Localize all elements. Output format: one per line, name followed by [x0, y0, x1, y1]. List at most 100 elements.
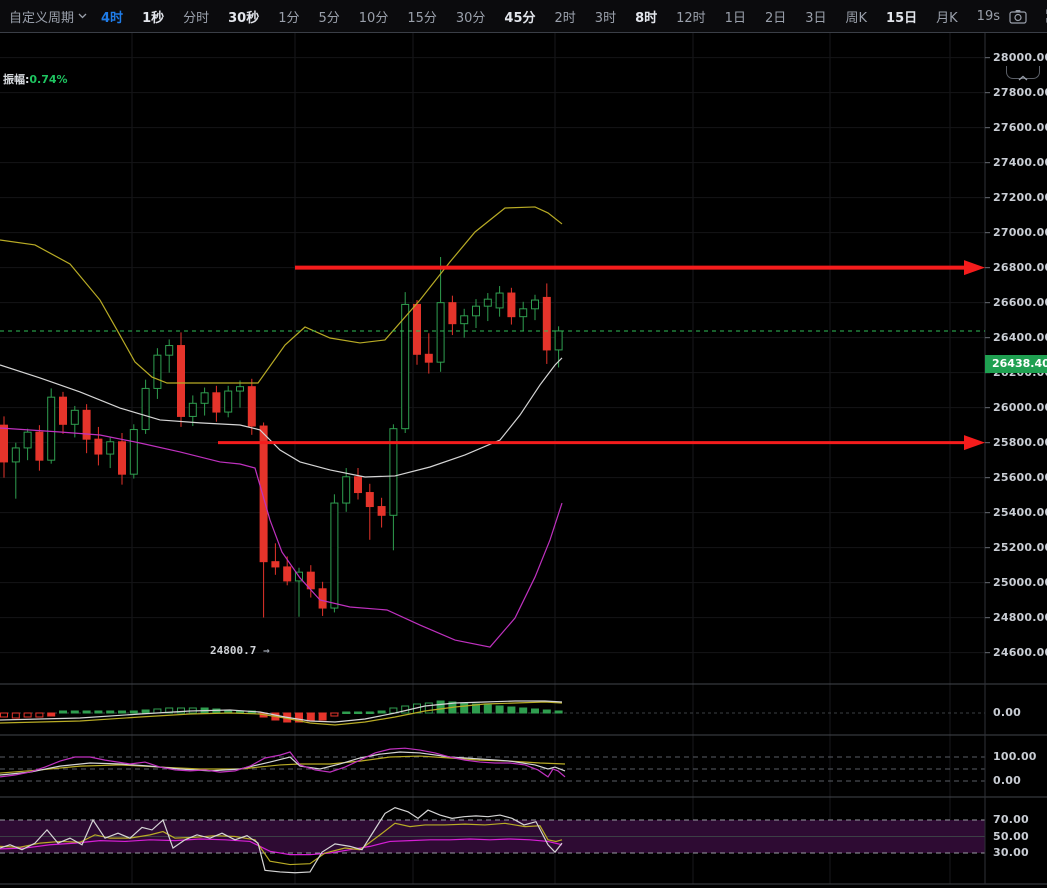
timeframe-item-30秒[interactable]: 30秒 [228, 10, 260, 26]
candle-body [365, 492, 374, 508]
candle-body [472, 305, 480, 317]
candle-body [11, 447, 20, 463]
histogram-bar [460, 702, 469, 714]
timeframe-item-8时[interactable]: 8时 [635, 10, 658, 26]
price-axis-label: 25600.00 [993, 470, 1047, 484]
price-axis-label: 26400.00 [993, 330, 1047, 344]
candle-body [483, 298, 492, 307]
timeframe-item-分时[interactable]: 分时 [183, 10, 210, 26]
candle-body [224, 390, 233, 413]
candle-body [424, 353, 433, 363]
timeframe-item-2日[interactable]: 2日 [764, 10, 787, 26]
timeframe-item-1日[interactable]: 1日 [724, 10, 746, 26]
histogram-bar [354, 711, 362, 714]
histogram-bar [342, 711, 351, 714]
candle-body [271, 561, 280, 568]
toolbar: 自定义周期 4时 1秒 分时 30秒 1分 5分 10分 15分 30分 45分 2时 3时 8时 12时… [0, 0, 1047, 33]
histogram-bar [106, 710, 115, 714]
price-axis-label: 27200.00 [993, 190, 1047, 204]
timeframe-item-1分[interactable]: 1分 [278, 10, 300, 26]
rsi-magenta-line [0, 838, 563, 856]
timeframe-item-月K[interactable]: 月K [936, 10, 958, 26]
candle-body [448, 302, 457, 325]
histogram-bar [424, 702, 433, 714]
period-selector-dropdown[interactable]: 自定义周期 [9, 7, 87, 26]
candle-body [35, 431, 44, 461]
timeframe-item-12时[interactable]: 12时 [676, 10, 706, 26]
histogram-bar [495, 705, 504, 714]
candle-body [306, 571, 315, 590]
histogram-bar [177, 707, 185, 714]
candle-body [141, 387, 150, 431]
bollinger-middle-line [0, 357, 563, 478]
candle-body [247, 386, 256, 427]
histogram-bar [377, 710, 386, 714]
candle-body [212, 392, 221, 413]
candle-body [354, 476, 362, 494]
histogram-bar [531, 708, 539, 714]
timeframe-item-19s[interactable]: 19s [976, 8, 1000, 24]
candle-body [47, 396, 56, 461]
current-price-badge: 26438.40 [985, 355, 1047, 373]
histogram-bar [82, 710, 91, 714]
candle-body [377, 506, 386, 516]
timeframe-item-3日[interactable]: 3日 [805, 10, 827, 26]
price-axis-label: 25200.00 [993, 540, 1047, 554]
candle-body [542, 296, 551, 351]
price-axis-label: 26600.00 [993, 295, 1047, 309]
histogram-bar [129, 710, 138, 714]
macd-line [0, 700, 563, 723]
candle-body [118, 441, 126, 475]
timeframe-item-1秒[interactable]: 1秒 [142, 10, 165, 26]
price-axis-label: 25800.00 [993, 435, 1047, 449]
histogram-bar [542, 709, 551, 714]
price-axis-label: 27800.00 [993, 85, 1047, 99]
histogram-bar [436, 700, 445, 714]
candle-body [389, 428, 398, 516]
candle-body [23, 431, 32, 449]
candle-body [129, 429, 138, 475]
alert-arrowhead [964, 435, 985, 451]
timeframe-item-5分[interactable]: 5分 [318, 10, 340, 26]
candlestick-chart-canvas[interactable] [0, 33, 1047, 888]
price-axis-label: 27000.00 [993, 225, 1047, 239]
rsi-axis-label: 50.00 [993, 829, 1029, 843]
timeframe-item-周K[interactable]: 周K [845, 10, 868, 26]
timeframe-item-30分[interactable]: 30分 [455, 10, 486, 26]
period-selector-label: 自定义周期 [9, 10, 75, 26]
timeframe-item-4时[interactable]: 4时 [101, 10, 124, 26]
candle-body [413, 303, 421, 355]
candle-body [531, 299, 539, 310]
candle-body [0, 424, 8, 463]
candle-body [106, 441, 115, 455]
candle-body [153, 354, 162, 389]
histogram-bar [330, 712, 339, 717]
amplitude-readout: 振幅:0.74% [3, 71, 68, 87]
bollinger-lower-line [0, 427, 563, 648]
candle-body [507, 292, 516, 318]
collapse-axis-tab[interactable] [1006, 66, 1040, 81]
timeframe-item-10分[interactable]: 10分 [358, 10, 389, 26]
histogram-bar [47, 712, 56, 717]
toolbar-right: 未命名 下单 [1000, 0, 1047, 33]
histogram-bar [519, 707, 528, 714]
candle-body [188, 402, 197, 417]
price-axis-label: 26800.00 [993, 260, 1047, 274]
candle-body [94, 438, 103, 455]
timeframe-item-15日[interactable]: 15日 [886, 10, 918, 26]
candle-body [401, 303, 410, 430]
timeframe-item-2时[interactable]: 2时 [554, 10, 576, 26]
histogram-bar [0, 712, 8, 718]
low-price-annotation: 24800.7 → [210, 643, 270, 657]
amplitude-value: 0.74% [29, 73, 68, 86]
rsi-axis-label: 70.00 [993, 813, 1029, 826]
alert-arrowhead [964, 260, 985, 276]
price-axis-label: 27600.00 [993, 120, 1047, 134]
candle-body [283, 566, 292, 582]
timeframe-item-3时[interactable]: 3时 [594, 10, 617, 26]
timeframe-item-45分[interactable]: 45分 [504, 10, 536, 26]
chart-area[interactable]: 振幅:0.74% 28000.00 27800.00 27600.00 27400.0… [0, 33, 1047, 888]
timeframe-item-15分[interactable]: 15分 [407, 10, 437, 26]
camera-icon[interactable] [1009, 9, 1027, 24]
